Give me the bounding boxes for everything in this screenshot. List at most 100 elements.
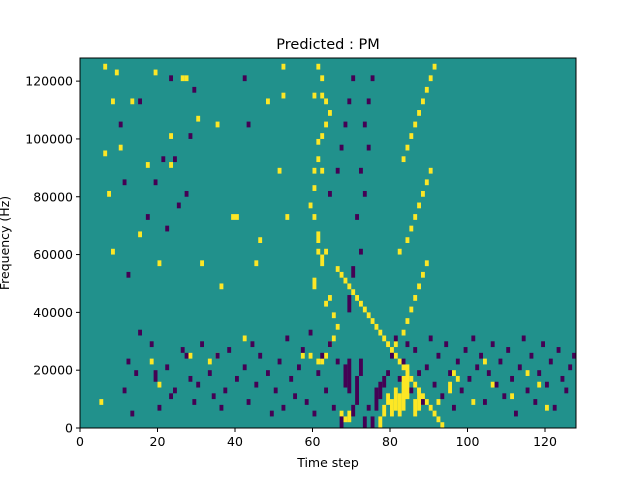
heatmap-cell-high-167: [111, 248, 115, 255]
heatmap-cell-low-74: [440, 393, 445, 400]
heatmap-cell-high-176: [149, 358, 154, 365]
heatmap-cell-low-62: [393, 335, 398, 342]
heatmap-cell-high-17: [390, 399, 394, 417]
heatmap-cell-low-148: [169, 75, 173, 82]
heatmap-cell-low-19: [215, 352, 220, 359]
heatmap-cell-high-79: [417, 283, 421, 290]
heatmap-cell-high-21: [405, 364, 410, 400]
heatmap-cell-low-99: [537, 370, 542, 376]
heatmap-cell-high-46: [320, 133, 325, 139]
heatmap-cell-low-48: [339, 416, 344, 428]
heatmap-cell-high-10: [335, 323, 340, 330]
heatmap-cell-low-140: [138, 98, 142, 105]
heatmap-cell-high-25: [436, 399, 441, 405]
heatmap-cell-low-44: [324, 387, 328, 394]
heatmap-cell-low-68: [417, 370, 421, 376]
heatmap-cell-low-118: [370, 75, 375, 82]
heatmap-cell-high-20: [401, 375, 406, 411]
y-tick-label: 60000: [33, 247, 73, 262]
heatmap-cell-high-82: [397, 248, 402, 255]
heatmap-cell-high-43: [320, 167, 325, 174]
y-axis: 0 20000 40000 60000 80000 100000 120000: [25, 74, 80, 436]
heatmap-cell-low-42: [316, 370, 321, 376]
heatmap-cell-high-153: [421, 393, 425, 400]
heatmap-cell-high-47: [324, 121, 328, 128]
heatmap-cell-high-149: [405, 370, 410, 376]
heatmap-cell-low-70: [424, 364, 429, 371]
heatmap-cell-low-142: [145, 214, 150, 220]
heatmap-cell-high-3: [300, 352, 305, 359]
heatmap-cell-low-184: [343, 121, 348, 128]
heatmap-cell-high-188: [196, 115, 201, 122]
heatmap-cell-high-163: [103, 63, 108, 70]
heatmap-cell-low-153: [188, 133, 193, 139]
heatmap-cell-low-144: [153, 179, 158, 186]
heatmap-cell-high-141: [374, 323, 379, 330]
heatmap-cell-high-135: [351, 289, 356, 296]
heatmap-cell-low-46: [331, 404, 336, 411]
heatmap-cell-high-39: [312, 277, 317, 290]
heatmap-cell-high-34: [537, 381, 542, 388]
heatmap-cell-high-75: [401, 329, 406, 336]
heatmap-cell-low-37: [297, 364, 301, 371]
y-tick-label: 20000: [33, 363, 73, 378]
heatmap-cell-low-94: [517, 364, 522, 371]
heatmap-cell-high-53: [324, 98, 328, 105]
heatmap-cell-low-18: [211, 393, 216, 400]
heatmap-cell-high-23: [417, 387, 421, 411]
heatmap-cell-low-21: [223, 387, 228, 394]
y-tick-label: 80000: [33, 189, 73, 204]
heatmap-cell-low-186: [351, 75, 356, 82]
x-tick-label: 60: [305, 434, 321, 449]
heatmap-cell-high-4: [308, 352, 313, 359]
heatmap-cell-low-57: [374, 387, 379, 411]
heatmap-cells: [99, 63, 576, 428]
heatmap-cell-low-91: [506, 347, 511, 353]
heatmap-cell-high-1: [157, 381, 162, 388]
heatmap-cell-low-45: [328, 341, 332, 348]
heatmap-cell-high-132: [339, 271, 344, 278]
heatmap-cell-high-7: [324, 352, 328, 359]
heatmap-cell-high-130: [331, 312, 336, 319]
heatmap-cell-high-147: [397, 358, 402, 365]
heatmap-cell-low-1: [126, 358, 131, 365]
heatmap-cell-low-8: [165, 364, 170, 371]
heatmap-cell-low-43: [320, 352, 325, 359]
heatmap-cell-high-85: [413, 214, 418, 220]
heatmap-cell-high-81: [424, 260, 429, 267]
heatmap-cell-low-80: [463, 347, 468, 353]
heatmap-cell-low-76: [448, 370, 452, 376]
heatmap-cell-low-75: [444, 341, 449, 348]
heatmap-cell-low-56: [370, 416, 375, 428]
heatmap-cell-low-152: [184, 190, 189, 197]
heatmap-cell-low-87: [490, 341, 495, 348]
heatmap-cell-high-165: [107, 190, 111, 197]
heatmap-cell-high-51: [316, 248, 321, 255]
heatmap-cell-low-5: [149, 341, 154, 348]
heatmap-cell-low-90: [502, 393, 507, 400]
x-tick-label: 100: [456, 434, 480, 449]
heatmap-cell-high-28: [455, 375, 460, 382]
heatmap-cell-high-152: [417, 387, 421, 394]
heatmap-cell-high-19: [397, 393, 402, 417]
heatmap-cell-high-93: [413, 121, 418, 128]
heatmap-cell-high-5: [316, 358, 321, 365]
heatmap-cell-high-178: [157, 260, 162, 267]
heatmap-cell-high-37: [316, 231, 321, 243]
heatmap-cell-high-133: [343, 277, 348, 284]
heatmap-cell-low-85: [483, 399, 487, 405]
heatmap-cell-high-177: [153, 69, 158, 76]
heatmap-cell-low-12: [184, 352, 189, 359]
heatmap-cell-high-11: [339, 410, 344, 417]
heatmap-cell-high-148: [401, 364, 406, 371]
x-tick-label: 80: [382, 434, 398, 449]
heatmap-cell-low-50: [347, 358, 352, 394]
heatmap-cell-high-183: [180, 75, 185, 82]
heatmap-cell-high-185: [188, 352, 193, 359]
heatmap-cell-high-199: [258, 237, 263, 243]
heatmap-cell-high-89: [428, 167, 433, 174]
heatmap-cell-high-180: [169, 162, 173, 168]
heatmap-cell-low-30: [269, 410, 274, 417]
heatmap-cell-high-168: [114, 69, 119, 76]
heatmap-cell-high-173: [130, 98, 135, 105]
